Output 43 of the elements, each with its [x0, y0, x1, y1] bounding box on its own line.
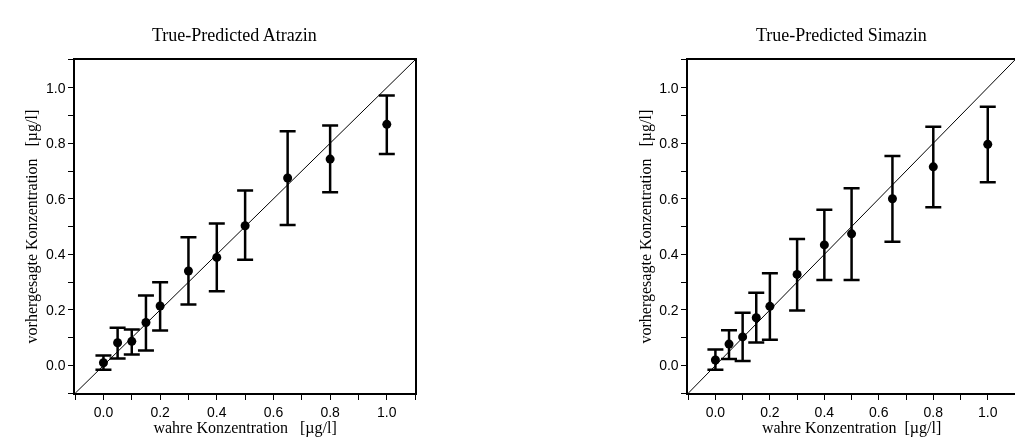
x-axis-title: wahre Konzentration [µg/l]: [761, 419, 942, 437]
point: [113, 338, 123, 348]
point: [183, 266, 193, 276]
y-axis-title: vorhergesagte Konzentration [µg/l]: [23, 109, 42, 344]
x-tick-label: 0.6: [263, 403, 284, 420]
point: [887, 194, 897, 204]
x-tick-label: 0.4: [814, 403, 835, 420]
point: [928, 162, 938, 172]
point: [792, 269, 802, 279]
y-tick-label: 0.8: [46, 135, 66, 152]
y-tick-label: 0.6: [659, 190, 679, 207]
x-tick-label: 1.0: [978, 403, 998, 420]
y-tick-label: 0.0: [659, 357, 679, 374]
point: [325, 154, 335, 164]
y-tick-label: 0.4: [659, 246, 679, 263]
point: [283, 173, 293, 183]
point: [847, 229, 857, 239]
x-tick-label: 0.2: [760, 403, 780, 420]
x-axis-title: wahre Konzentration [µg/l]: [153, 419, 337, 437]
x-tick-label: 0.6: [869, 403, 889, 420]
x-tick-label: 0.8: [320, 403, 341, 420]
x-tick-label: 0.4: [207, 403, 227, 420]
point: [819, 240, 829, 250]
point: [382, 119, 392, 129]
y-tick-label: 0.6: [46, 190, 66, 207]
y-tick-label: 1.0: [46, 79, 66, 96]
point: [724, 339, 734, 349]
point: [751, 313, 761, 323]
y-tick-label: 0.2: [659, 301, 679, 318]
y-tick-label: 0.4: [46, 246, 66, 263]
x-tick-label: 0.0: [93, 403, 114, 420]
point: [983, 139, 993, 149]
x-tick-label: 0.2: [150, 403, 171, 420]
chart-title: True-Predicted Atrazin: [152, 25, 317, 45]
y-axis-title: vorhergesagte Konzentration [µg/l]: [636, 109, 655, 344]
y-tick-label: 0.2: [46, 301, 66, 318]
x-tick-label: 0.8: [923, 403, 944, 420]
y-tick-label: 0.0: [46, 357, 66, 374]
x-tick-label: 0.0: [705, 403, 726, 420]
y-tick-label: 1.0: [659, 79, 679, 96]
x-tick-label: 1.0: [377, 403, 397, 420]
y-tick-label: 0.8: [659, 135, 679, 152]
chart-title: True-Predicted Simazin: [756, 25, 927, 45]
